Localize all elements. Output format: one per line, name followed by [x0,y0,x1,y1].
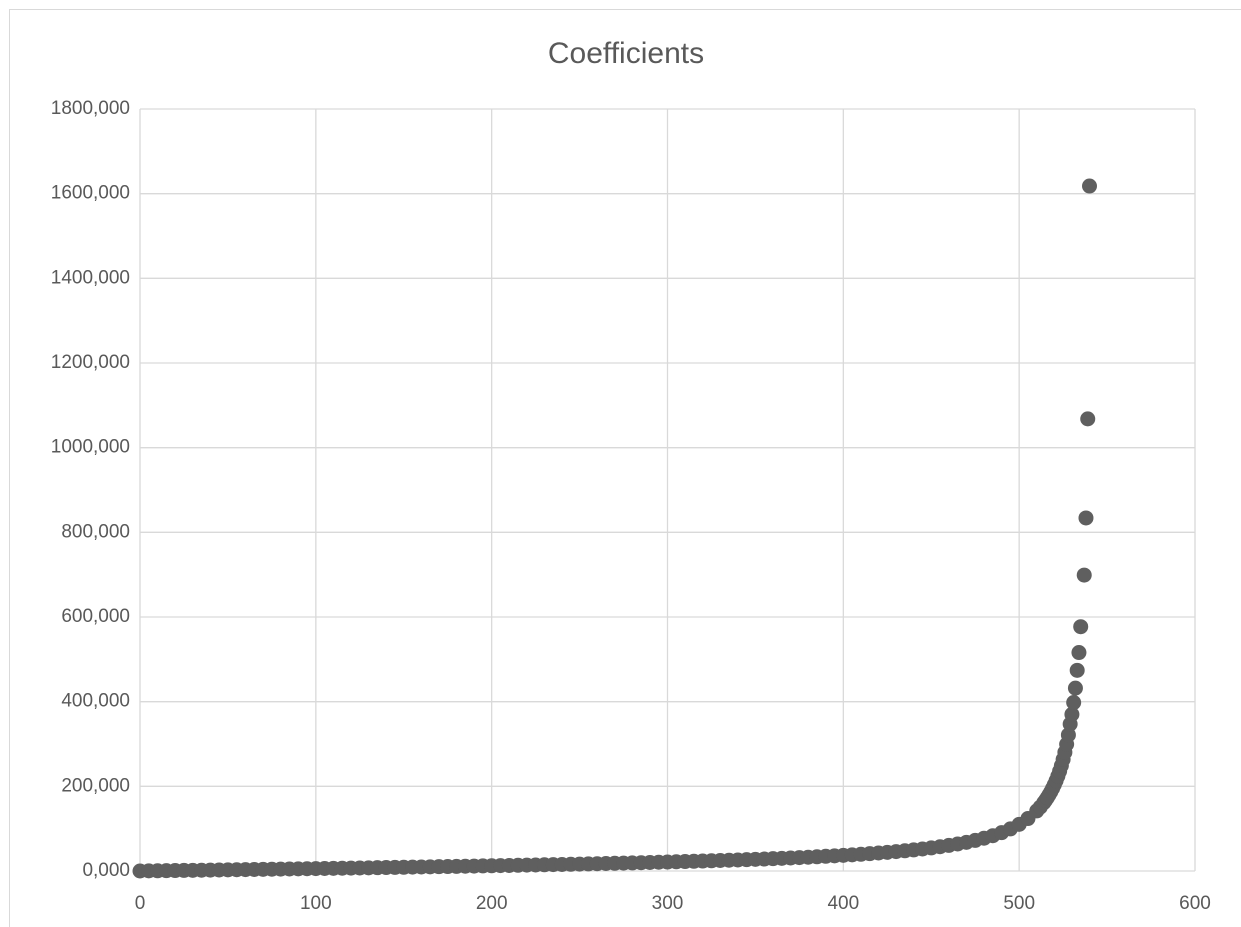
y-tick-label: 800,000 [61,521,130,542]
point [1082,178,1097,194]
point [1071,645,1087,661]
x-tick-label: 500 [1003,893,1035,914]
point [1066,695,1082,711]
point [1080,411,1096,427]
y-tick-label: 1600,000 [51,183,130,204]
point [1067,680,1083,696]
x-tick-label: 0 [135,893,146,914]
point [1064,706,1080,722]
x-tick-label: 600 [1179,893,1211,914]
y-tick-label: 1800,000 [51,98,130,119]
y-tick-label: 200,000 [61,775,130,796]
chart-title: Coefficients [548,37,704,70]
y-tick-label: 1200,000 [51,352,130,373]
y-tick-label: 400,000 [61,691,130,712]
point [1078,510,1094,526]
y-tick-label: 0,000 [82,860,130,881]
x-tick-label: 300 [652,893,684,914]
x-tick-label: 100 [300,893,332,914]
point [1069,662,1085,678]
x-tick-label: 400 [827,893,859,914]
chart-border [9,9,1241,927]
point [1076,567,1092,583]
y-tick-label: 1400,000 [51,267,130,288]
x-tick-label: 200 [476,893,508,914]
y-tick-label: 1000,000 [51,437,130,458]
y-tick-label: 600,000 [61,606,130,627]
point [1073,619,1089,635]
